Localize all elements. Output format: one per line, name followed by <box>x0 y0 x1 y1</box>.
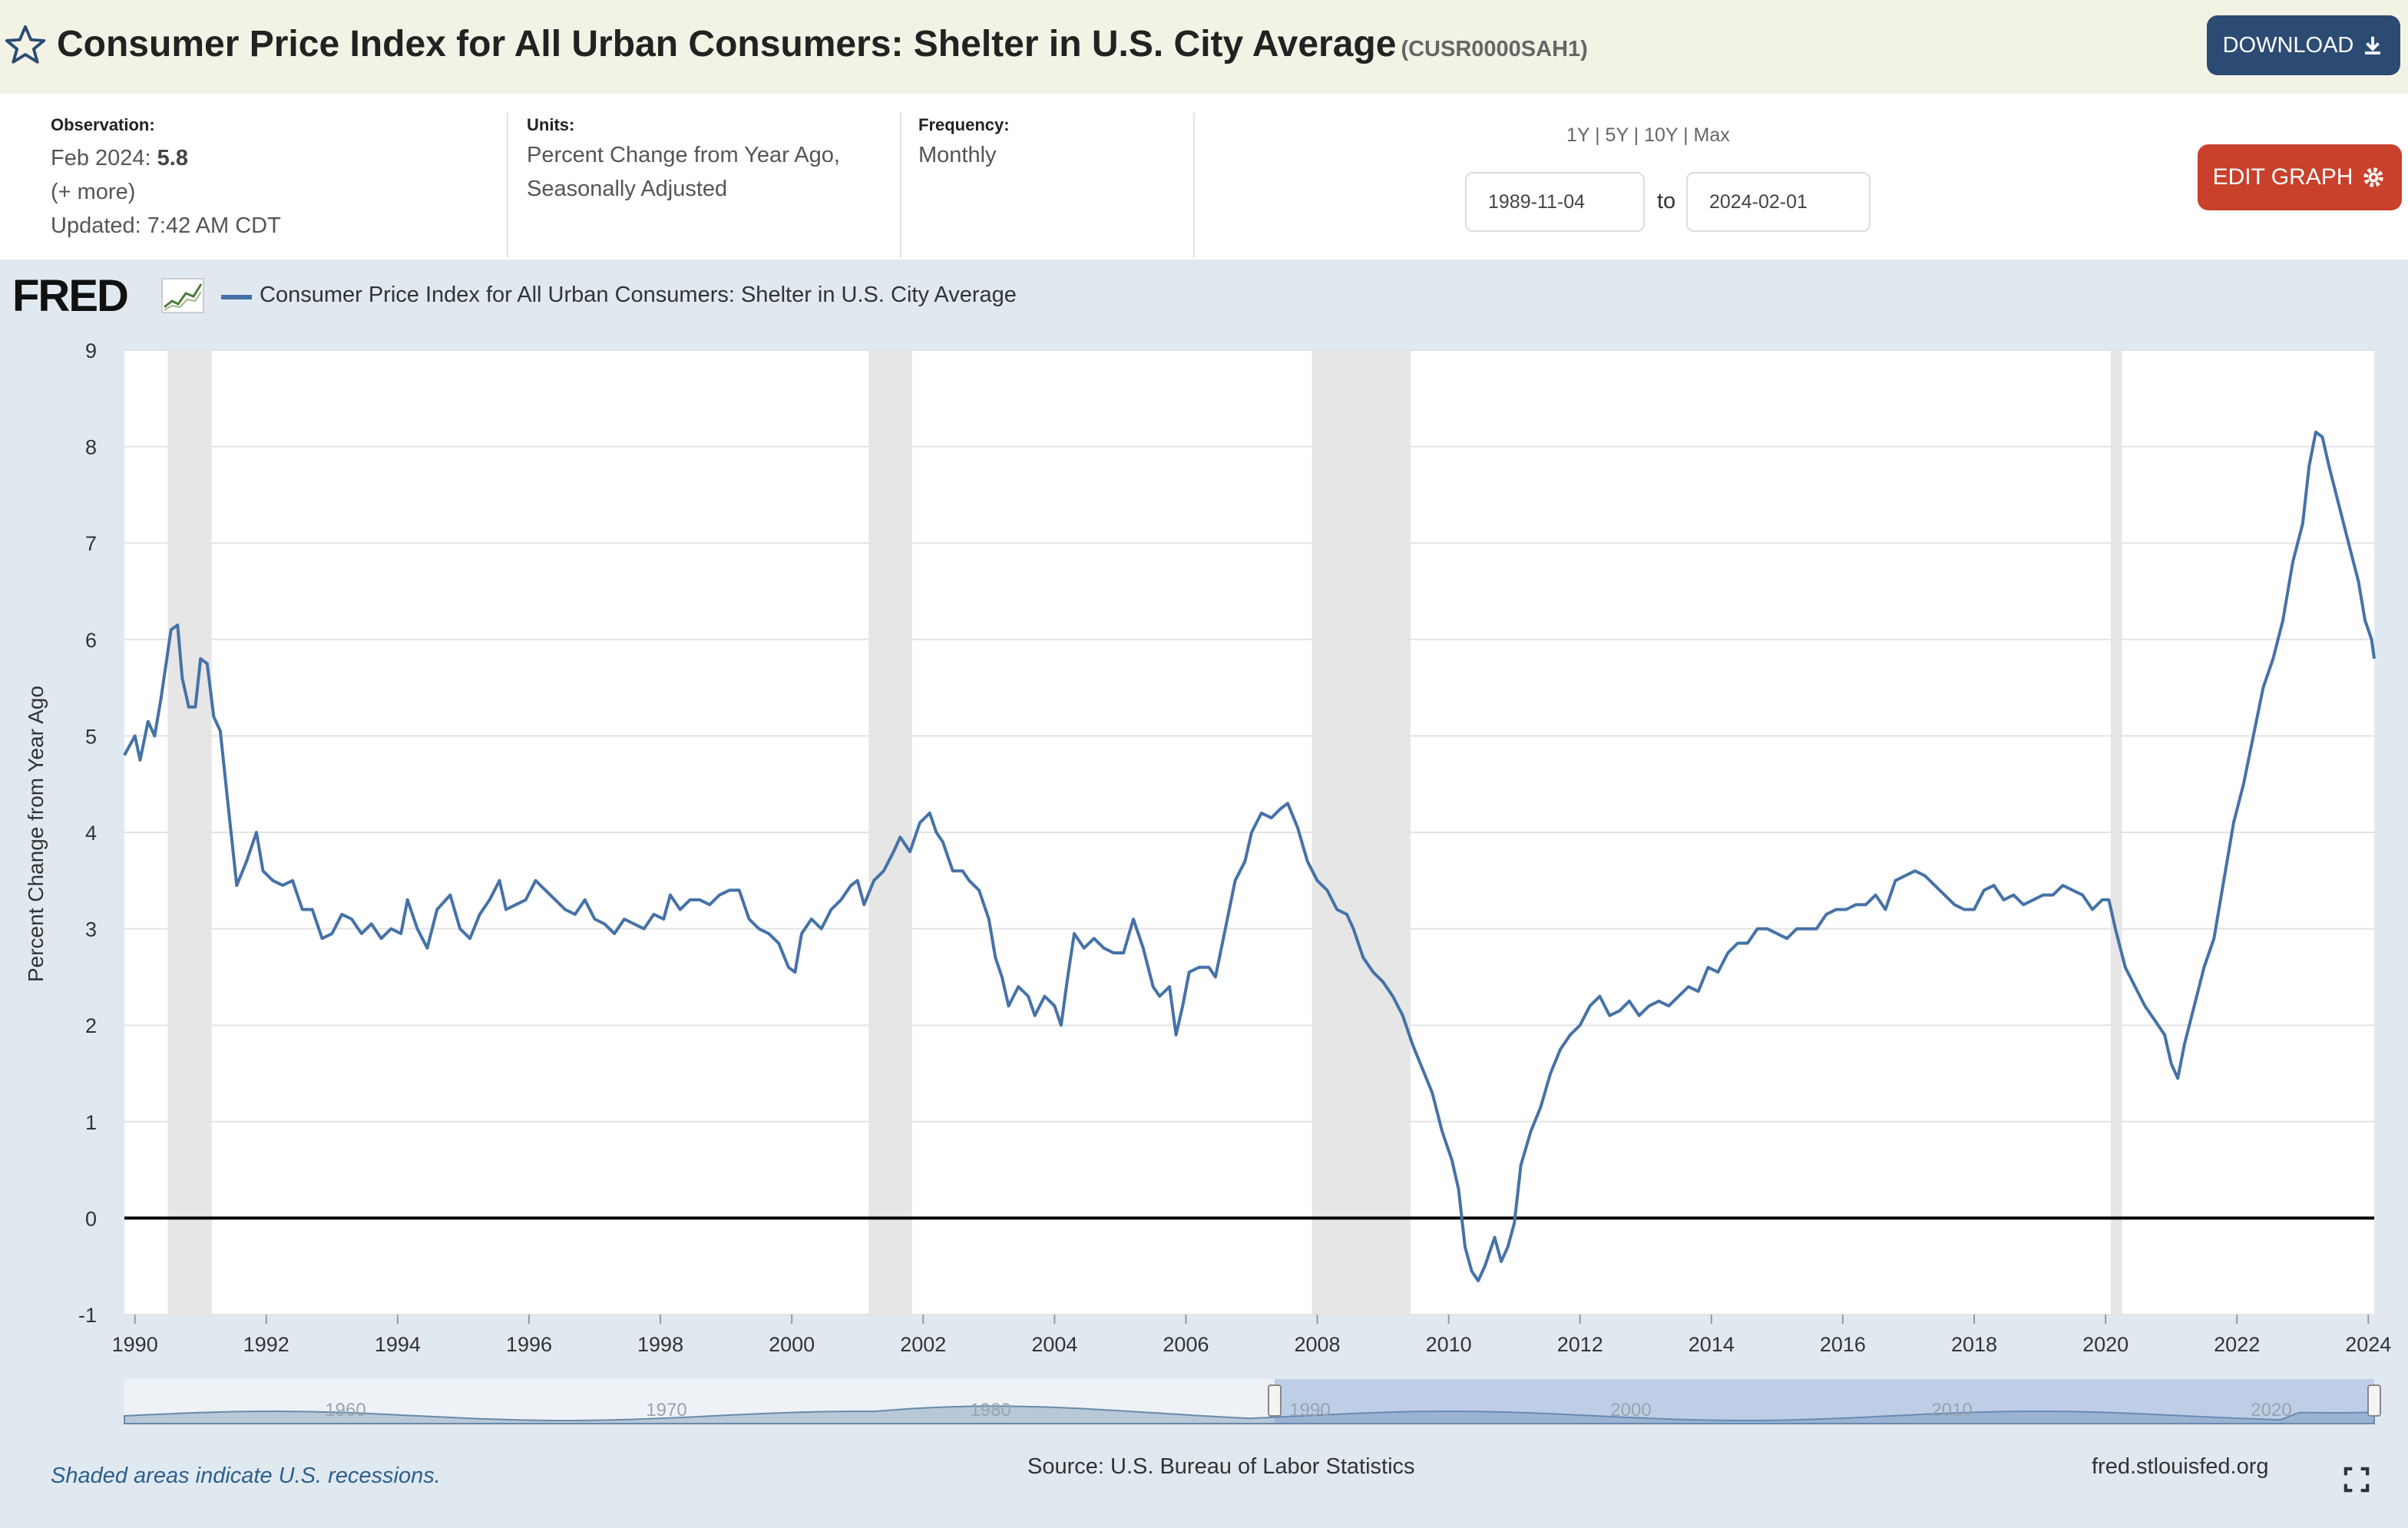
x-tick-label: 2016 <box>1820 1333 1866 1356</box>
x-tick-label: 2022 <box>2214 1333 2260 1356</box>
updated-text: Updated: 7:42 AM CDT <box>51 213 281 238</box>
series-line <box>123 430 2376 1282</box>
y-tick-label: 2 <box>85 1014 97 1037</box>
observation-label: Observation: <box>51 115 155 134</box>
x-tick-label: 1998 <box>637 1333 683 1356</box>
navigator-label: 1990 <box>1289 1400 1330 1421</box>
x-tick-label: 1990 <box>112 1333 158 1356</box>
navigator-label: 2020 <box>2251 1400 2291 1421</box>
download-label: DOWNLOAD <box>2222 32 2354 58</box>
range-1y[interactable]: 1Y <box>1566 124 1590 146</box>
x-tick-label: 2008 <box>1295 1333 1341 1356</box>
fullscreen-icon[interactable] <box>2344 1467 2370 1493</box>
x-tick-label: 1994 <box>375 1333 421 1356</box>
x-tick-label: 2002 <box>900 1333 946 1356</box>
range-separator: | <box>1595 124 1600 146</box>
y-tick-label: 8 <box>85 436 97 459</box>
x-tick-label: 2004 <box>1031 1333 1077 1356</box>
navigator-label: 2000 <box>1610 1400 1651 1421</box>
y-tick-label: 6 <box>85 629 97 652</box>
date-to-input[interactable]: 2024-02-01 <box>1686 172 1871 232</box>
recession-note: Shaded areas indicate U.S. recessions. <box>51 1464 441 1488</box>
divider <box>1193 112 1195 258</box>
x-tick-label: 2010 <box>1426 1333 1472 1356</box>
date-from-input[interactable]: 1989-11-04 <box>1465 172 1645 232</box>
navigator-label: 2010 <box>1931 1400 1972 1421</box>
navigator-selection <box>1275 1379 2374 1424</box>
navigator-label: 1960 <box>325 1400 366 1421</box>
fred-chart-icon <box>161 278 204 313</box>
x-tick-label: 2000 <box>769 1333 815 1356</box>
navigator-handle[interactable] <box>2367 1384 2381 1417</box>
range-5y[interactable]: 5Y <box>1605 124 1629 146</box>
observation-date: Feb 2024: 5.8 <box>51 146 188 170</box>
divider <box>900 112 901 258</box>
x-tick-label: 2012 <box>1557 1333 1603 1356</box>
frequency-label: Frequency: <box>918 115 1010 134</box>
info-bar <box>0 94 2408 260</box>
x-tick-label: 2024 <box>2345 1333 2391 1356</box>
y-tick-label: 7 <box>85 532 97 555</box>
frequency-value: Monthly <box>918 143 997 167</box>
series-code: (CUSR0000SAH1) <box>1401 37 1588 61</box>
x-tick-label: 2006 <box>1163 1333 1209 1356</box>
x-tick-label: 2014 <box>1689 1333 1735 1356</box>
gear-icon <box>2363 167 2384 187</box>
x-tick-label: 2020 <box>2082 1333 2128 1356</box>
y-tick-label: 0 <box>85 1207 97 1230</box>
navigator-area <box>124 1405 2375 1424</box>
y-tick-label: -1 <box>78 1304 97 1327</box>
navigator-label: 1970 <box>646 1400 686 1421</box>
y-tick-label: 3 <box>85 918 97 941</box>
units-label: Units: <box>527 115 575 134</box>
y-tick-label: 5 <box>85 725 97 748</box>
y-tick-label: 1 <box>85 1111 97 1134</box>
range-selector: 1Y | 5Y | 10Y | Max <box>1566 124 1730 147</box>
download-button[interactable]: DOWNLOAD <box>2207 15 2400 75</box>
units-line2: Seasonally Adjusted <box>527 177 728 201</box>
legend-label: Consumer Price Index for All Urban Consu… <box>260 283 1017 307</box>
more-link[interactable]: (+ more) <box>51 180 136 204</box>
y-tick-label: 9 <box>85 339 97 362</box>
page-title: Consumer Price Index for All Urban Consu… <box>57 24 1588 64</box>
navigator-handle[interactable] <box>1268 1384 1282 1417</box>
units-line1: Percent Change from Year Ago, <box>527 143 840 167</box>
y-tick-label: 4 <box>85 822 97 845</box>
star-icon[interactable] <box>3 23 48 68</box>
observation-value: 5.8 <box>157 146 188 170</box>
x-tick-label: 2018 <box>1951 1333 1997 1356</box>
legend-swatch <box>221 295 252 299</box>
range-separator: | <box>1683 124 1689 146</box>
divider <box>507 112 508 258</box>
range-10y[interactable]: 10Y <box>1644 124 1679 146</box>
edit-graph-label: EDIT GRAPH <box>2212 164 2353 190</box>
edit-graph-button[interactable]: EDIT GRAPH <box>2198 144 2402 210</box>
x-tick-label: 1992 <box>243 1333 289 1356</box>
range-separator: | <box>1633 124 1639 146</box>
download-icon <box>2365 36 2381 55</box>
header-bar <box>0 0 2408 94</box>
range-max[interactable]: Max <box>1693 124 1730 146</box>
fred-logo: FRED <box>12 271 129 321</box>
site-link[interactable]: fred.stlouisfed.org <box>2092 1454 2269 1479</box>
x-tick-label: 1996 <box>506 1333 552 1356</box>
navigator-label: 1980 <box>970 1400 1011 1421</box>
y-axis-title: Percent Change from Year Ago <box>24 686 48 982</box>
date-to-word: to <box>1657 189 1676 213</box>
source-text: Source: U.S. Bureau of Labor Statistics <box>1027 1454 1415 1479</box>
